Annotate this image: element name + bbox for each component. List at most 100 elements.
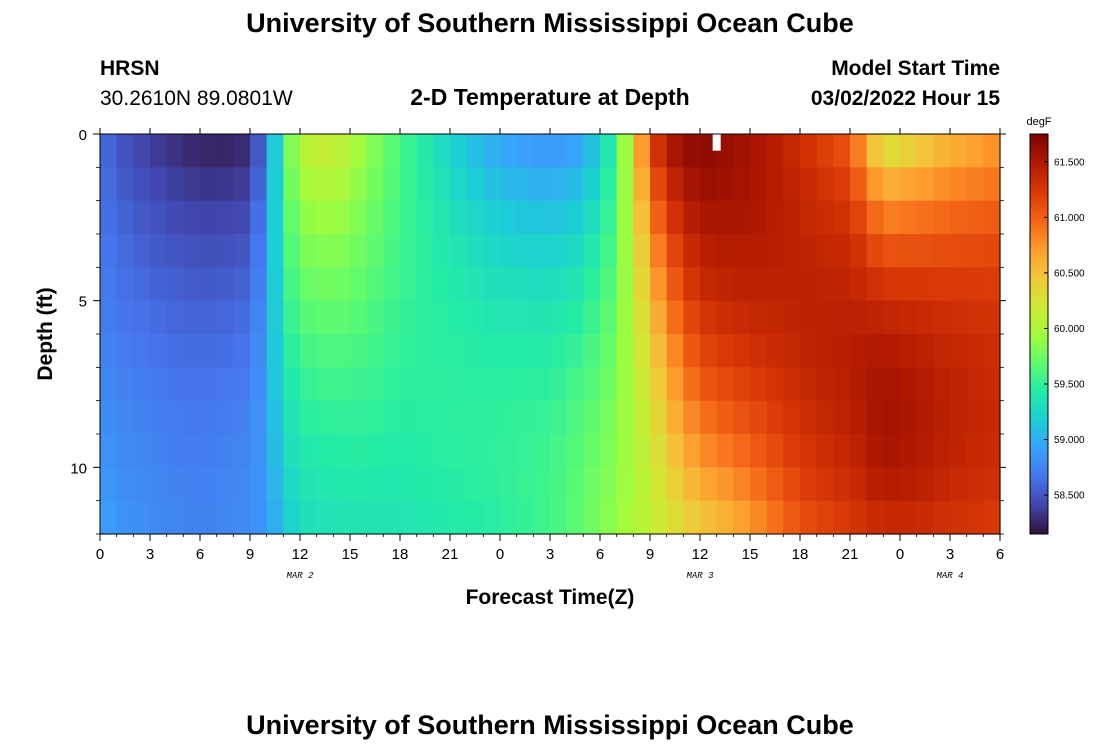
heatmap-cell	[166, 234, 184, 268]
x-tick-label: 3	[146, 546, 154, 563]
heatmap-cell	[250, 367, 268, 402]
heatmap-cell	[283, 434, 301, 468]
heatmap-cell	[533, 300, 551, 335]
heatmap-cell	[750, 267, 768, 302]
heatmap-cell	[933, 434, 951, 468]
heatmap-cell	[100, 434, 118, 468]
heatmap-cell	[500, 367, 518, 402]
heatmap-cell	[116, 300, 134, 335]
heatmap-cell	[100, 367, 118, 402]
heatmap-cell	[700, 367, 718, 402]
heatmap-cell	[283, 167, 301, 202]
heatmap-cell	[116, 334, 134, 368]
x-tick-label: 9	[246, 546, 254, 563]
heatmap-cell	[616, 434, 634, 468]
heatmap-cell	[866, 434, 884, 468]
heatmap-cell	[750, 200, 768, 235]
heatmap-cell	[400, 334, 418, 368]
heatmap-cell	[683, 367, 701, 402]
heatmap-cell	[566, 234, 584, 268]
heatmap-cell	[716, 200, 734, 235]
heatmap-cell	[933, 467, 951, 502]
heatmap-cell	[666, 200, 684, 235]
heatmap-cell	[600, 300, 618, 335]
heatmap-cell	[133, 267, 151, 302]
heatmap-cell	[250, 400, 268, 435]
heatmap-cell	[583, 367, 601, 402]
heatmap-cell	[916, 500, 934, 535]
heatmap-cell	[800, 500, 818, 535]
heatmap-cell	[450, 300, 468, 335]
heatmap-cell	[966, 267, 984, 302]
heatmap-cell	[350, 367, 368, 402]
heatmap-cell	[450, 367, 468, 402]
heatmap-cell	[433, 367, 451, 402]
heatmap-cell	[100, 134, 118, 168]
heatmap-cell	[116, 500, 134, 535]
heatmap-cell	[283, 334, 301, 368]
heatmap-cell	[733, 234, 751, 268]
heatmap-cell	[733, 467, 751, 502]
heatmap-cell	[116, 234, 134, 268]
heatmap-cell	[383, 300, 401, 335]
heatmap-cell	[350, 434, 368, 468]
heatmap-cell	[866, 500, 884, 535]
heatmap-cell	[150, 400, 168, 435]
heatmap-cell	[366, 467, 384, 502]
heatmap-cell	[700, 167, 718, 202]
heatmap-cell	[633, 467, 651, 502]
heatmap-cell	[766, 267, 784, 302]
heatmap-cell	[533, 167, 551, 202]
heatmap-cell	[616, 234, 634, 268]
heatmap-cell	[666, 467, 684, 502]
heatmap-cell	[266, 434, 284, 468]
heatmap-cell	[783, 267, 801, 302]
heatmap-cell	[216, 134, 234, 168]
heatmap-cell	[333, 500, 351, 535]
heatmap-cell	[100, 500, 118, 535]
heatmap-cell	[200, 234, 218, 268]
heatmap-cell	[116, 167, 134, 202]
heatmap-cell	[233, 267, 251, 302]
heatmap-cell	[533, 367, 551, 402]
heatmap-cell	[100, 334, 118, 368]
heatmap-cell	[533, 467, 551, 502]
heatmap-cell	[483, 234, 501, 268]
heatmap-cell	[633, 134, 651, 168]
heatmap-cell	[866, 167, 884, 202]
heatmap-cell	[883, 267, 901, 302]
heatmap-cell	[566, 467, 584, 502]
heatmap-cell	[466, 300, 484, 335]
heatmap-cell	[750, 334, 768, 368]
heatmap-cell	[233, 400, 251, 435]
heatmap-cell	[600, 200, 618, 235]
footer-title: University of Southern Mississippi Ocean…	[246, 710, 854, 740]
heatmap-cell	[766, 367, 784, 402]
heatmap-cell	[566, 134, 584, 168]
heatmap-cell	[200, 200, 218, 235]
heatmap-cell	[350, 267, 368, 302]
heatmap-cell	[350, 334, 368, 368]
heatmap-cell	[550, 367, 568, 402]
heatmap-cell	[533, 200, 551, 235]
axis-ticks: 0 3 6 9 12 15 18 21 0 3 6 9 12 15 18 21 0 3 6 0 5 10 MAR 2 MAR …	[70, 127, 1006, 581]
heatmap-cell	[100, 200, 118, 235]
heatmap-cell	[650, 400, 668, 435]
heatmap-cell	[466, 234, 484, 268]
heatmap-cell	[900, 500, 918, 535]
y-tick-label: 5	[79, 294, 87, 311]
heatmap-cell	[333, 334, 351, 368]
heatmap-cell	[950, 234, 968, 268]
heatmap-cell	[333, 467, 351, 502]
heatmap-cell	[966, 367, 984, 402]
heatmap-cell	[983, 367, 1001, 402]
heatmap-cell	[800, 400, 818, 435]
heatmap-cell	[300, 167, 318, 202]
heatmap-cell	[233, 367, 251, 402]
y-tick-label: 0	[79, 127, 87, 144]
heatmap-cell	[250, 500, 268, 535]
heatmap-cell	[783, 367, 801, 402]
heatmap-cell	[783, 300, 801, 335]
heatmap-cell	[266, 300, 284, 335]
heatmap-cell	[150, 134, 168, 168]
